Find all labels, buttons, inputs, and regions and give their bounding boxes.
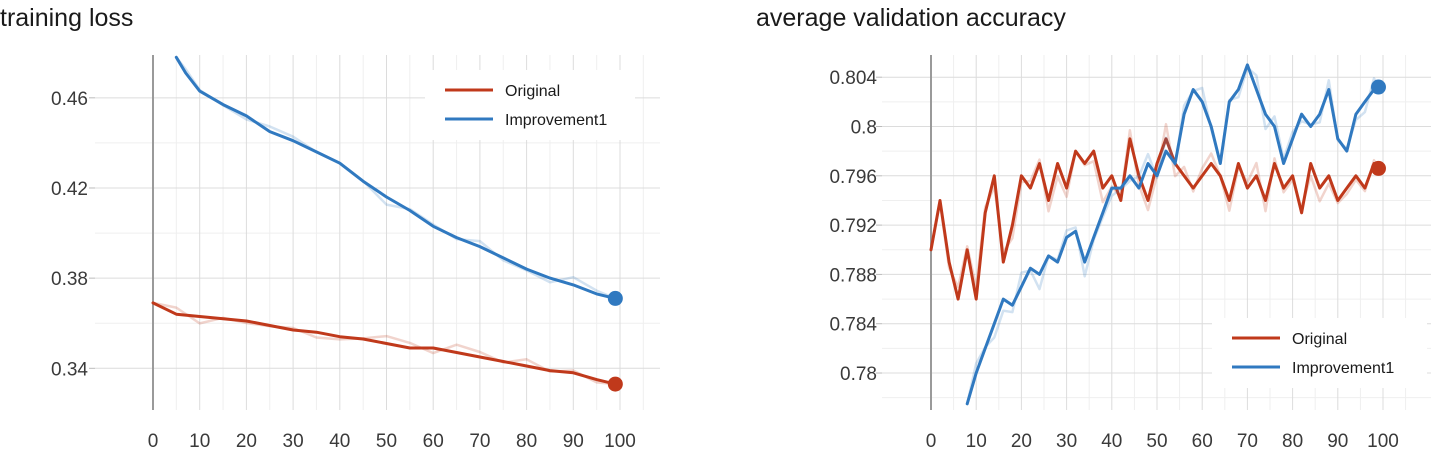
legend-label-improvement1: Improvement1 bbox=[505, 112, 607, 129]
y-tick-label: 0.42 bbox=[51, 179, 88, 200]
legend-label-improvement1: Improvement1 bbox=[1292, 360, 1394, 377]
x-tick-label: 70 bbox=[469, 431, 490, 452]
legend-label-original: Original bbox=[1292, 331, 1347, 348]
legend-box bbox=[425, 70, 635, 140]
y-tick-label: 0.804 bbox=[829, 68, 877, 89]
x-tick-label: 70 bbox=[1237, 431, 1258, 452]
y-tick-label: 0.46 bbox=[51, 89, 88, 110]
x-tick-label: 100 bbox=[1367, 431, 1399, 452]
x-tick-label: 40 bbox=[329, 431, 350, 452]
y-tick-label: 0.8 bbox=[851, 117, 877, 138]
x-tick-label: 90 bbox=[1327, 431, 1348, 452]
x-tick-label: 100 bbox=[604, 431, 636, 452]
series-end-marker-original bbox=[607, 376, 623, 392]
x-tick-label: 50 bbox=[376, 431, 397, 452]
x-tick-label: 50 bbox=[1146, 431, 1167, 452]
x-tick-label: 80 bbox=[1282, 431, 1303, 452]
y-tick-label: 0.788 bbox=[829, 265, 877, 286]
y-tick-label: 0.784 bbox=[829, 315, 877, 336]
series-end-marker-improvement1 bbox=[1370, 79, 1386, 95]
training-loss-chart: 0.34 0.38 0.42 0.46 0 10 20 30 40 50 60 70 80 90 100 Or… bbox=[51, 55, 660, 452]
series-line-improvement1 bbox=[965, 63, 1380, 406]
series-group bbox=[151, 55, 617, 386]
x-tick-label: 30 bbox=[283, 431, 304, 452]
y-tick-label: 0.78 bbox=[840, 364, 877, 385]
x-tick-label: 10 bbox=[189, 431, 210, 452]
x-tick-label: 80 bbox=[516, 431, 537, 452]
series-group bbox=[929, 63, 1380, 406]
x-tick-label: 10 bbox=[966, 431, 987, 452]
legend: Original Improvement1 bbox=[1212, 318, 1427, 388]
chart-title-validation-accuracy: average validation accuracy bbox=[756, 4, 1066, 32]
series-end-marker-original bbox=[1370, 160, 1386, 176]
x-tick-label: 60 bbox=[1192, 431, 1213, 452]
legend-box bbox=[1212, 318, 1427, 388]
series-line-original bbox=[929, 137, 1380, 301]
y-tick-label: 0.792 bbox=[829, 216, 877, 237]
series-line-improvement1 bbox=[174, 55, 617, 300]
legend-label-original: Original bbox=[505, 83, 560, 100]
series-line-original bbox=[151, 301, 617, 386]
series-end-marker-improvement1 bbox=[607, 290, 623, 306]
y-tick-label: 0.34 bbox=[51, 359, 88, 380]
x-tick-label: 30 bbox=[1056, 431, 1077, 452]
x-tick-label: 90 bbox=[563, 431, 584, 452]
x-tick-label: 0 bbox=[148, 431, 159, 452]
x-tick-label: 40 bbox=[1101, 431, 1122, 452]
x-tick-label: 20 bbox=[236, 431, 257, 452]
chart-title-training-loss: training loss bbox=[0, 4, 134, 32]
validation-accuracy-chart: 0.78 0.784 0.788 0.792 0.796 0.8 0.804 0 10 20 30 4… bbox=[829, 55, 1431, 452]
y-tick-label: 0.38 bbox=[51, 269, 88, 290]
x-tick-label: 0 bbox=[926, 431, 937, 452]
x-tick-label: 20 bbox=[1011, 431, 1032, 452]
x-tick-label: 60 bbox=[423, 431, 444, 452]
legend: Original Improvement1 bbox=[425, 70, 635, 140]
y-tick-label: 0.796 bbox=[829, 167, 877, 188]
